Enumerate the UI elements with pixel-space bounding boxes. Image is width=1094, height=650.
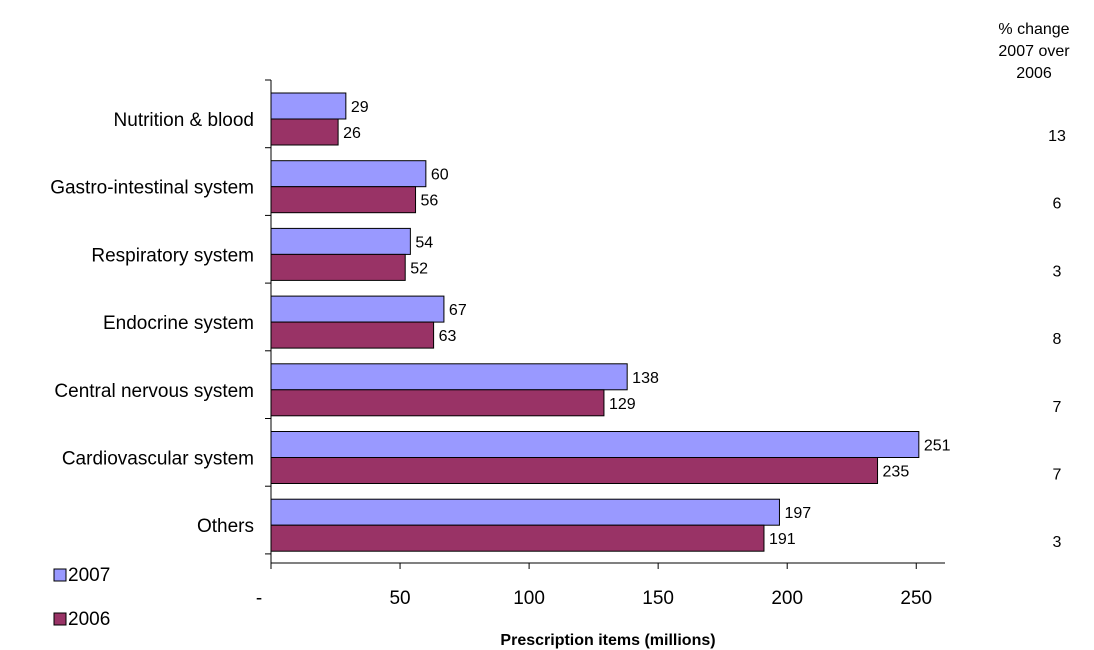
bar-2007	[270, 92, 347, 120]
category-label: Gastro-intestinal system	[50, 178, 254, 199]
pct-change-value: 8	[1053, 331, 1062, 348]
legend-swatch-2006	[53, 612, 67, 626]
pct-change-value: 7	[1053, 399, 1062, 416]
bar-value-label: 56	[421, 193, 439, 210]
bar-2006	[270, 524, 765, 552]
pct-change-header-line: % change	[998, 21, 1069, 38]
x-tick-labels: - 50 100 150 200 250	[256, 588, 932, 609]
bar-2007	[270, 498, 780, 526]
bar-value-label: 60	[431, 167, 449, 184]
bar-value-label: 29	[351, 99, 369, 116]
bar-2006	[270, 457, 879, 484]
pct-change-header: % change 2007 over 2006	[998, 21, 1070, 82]
x-axis-title: Prescription items (millions)	[500, 632, 715, 649]
bar-2006	[270, 253, 406, 281]
pct-change-header-line: 2007 over	[998, 43, 1070, 60]
legend: 2007 2006	[53, 565, 110, 630]
bar-value-label: 197	[784, 505, 811, 522]
bar-2007	[270, 160, 427, 188]
pct-change-value: 3	[1053, 534, 1062, 551]
pct-change-value: 3	[1053, 263, 1062, 280]
category-label: Respiratory system	[91, 245, 254, 266]
x-tick-label: 200	[771, 588, 803, 609]
bar-2007	[270, 431, 920, 458]
x-tick-label: 100	[513, 588, 545, 609]
x-tick-label: -	[256, 588, 262, 609]
category-label: Nutrition & blood	[114, 110, 254, 131]
bar-2006	[270, 389, 605, 417]
category-label: Cardiovascular system	[62, 449, 254, 470]
bar-2007	[270, 227, 411, 255]
x-tick-label: 50	[389, 588, 410, 609]
bar-2007	[270, 363, 628, 391]
legend-label: 2006	[68, 609, 110, 630]
bar-2006	[270, 186, 417, 214]
bar-value-label: 54	[415, 234, 433, 251]
pct-change-value: 6	[1053, 196, 1062, 213]
bar-value-label: 52	[410, 260, 428, 277]
value-labels: 29 26 60 56 54 52 67 63 138 129 251 235 197 191	[343, 99, 951, 548]
pct-change-value: 7	[1053, 467, 1062, 484]
legend-label: 2007	[68, 565, 110, 586]
bars	[270, 92, 920, 552]
pct-change-header-line: 2006	[1016, 65, 1052, 82]
bar-value-label: 26	[343, 125, 361, 142]
pct-change-value: 13	[1048, 128, 1066, 145]
pct-change-values: 13 6 3 8 7 7 3	[1048, 128, 1066, 551]
bar-2006	[270, 118, 339, 146]
bar-2006	[270, 321, 435, 349]
x-tick-label: 250	[900, 588, 932, 609]
legend-swatch-2007	[53, 568, 67, 582]
bar-value-label: 235	[883, 464, 910, 481]
x-tick-label: 150	[642, 588, 674, 609]
category-label: Central nervous system	[54, 381, 254, 402]
bar-value-label: 129	[609, 396, 636, 413]
category-label: Endocrine system	[103, 313, 254, 334]
bar-value-label: 63	[439, 328, 457, 345]
category-label: Others	[197, 516, 254, 537]
bar-value-label: 67	[449, 302, 467, 319]
bar-value-label: 251	[924, 438, 951, 455]
bar-value-label: 191	[769, 531, 796, 548]
axes	[265, 79, 945, 569]
bar-2007	[270, 295, 445, 323]
bar-value-label: 138	[632, 370, 659, 387]
category-labels: Nutrition & blood Gastro-intestinal syste…	[50, 110, 254, 537]
